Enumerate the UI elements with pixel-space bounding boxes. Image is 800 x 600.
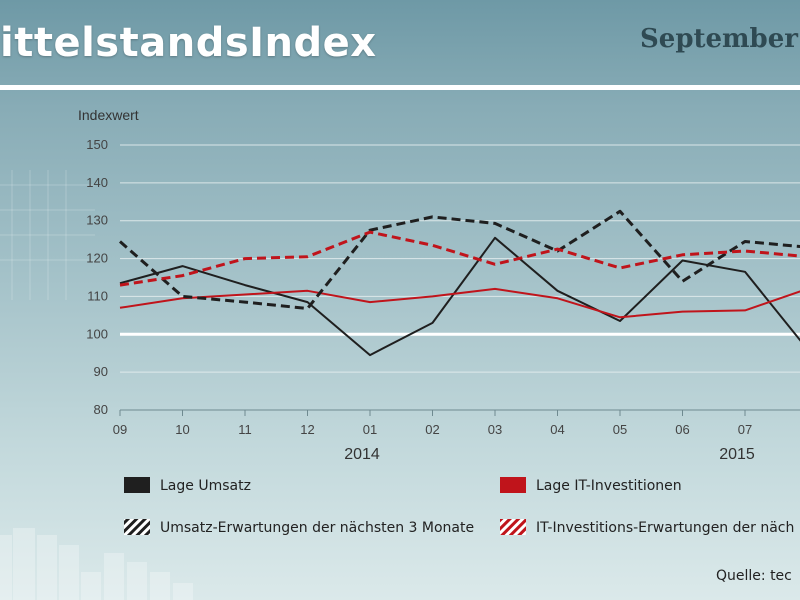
legend-label-3: Umsatz-Erwartungen der nächsten 3 Monate	[160, 520, 474, 536]
legend-label-2: Lage IT-Investitionen	[536, 478, 682, 494]
y-axis-label: Indexwert	[78, 107, 139, 123]
x-tick-label: 01	[363, 422, 377, 437]
series-line-4	[119, 230, 800, 287]
x-tick-label: 03	[488, 422, 502, 437]
x-tick-label: 07	[738, 422, 752, 437]
legend-label-1: Lage Umsatz	[160, 478, 251, 494]
legend-swatch-2	[500, 477, 526, 493]
x-tick-label: 02	[425, 422, 439, 437]
decor-grid	[0, 170, 95, 300]
source-note: Quelle: tec	[716, 568, 792, 584]
y-tick-label: 130	[86, 213, 108, 228]
grid-lines	[120, 144, 800, 373]
legend: Lage Umsatz Lage IT-Investitionen Umsatz-E…	[124, 477, 794, 536]
x-tick-label: 10	[175, 422, 189, 437]
series-lines	[119, 209, 800, 357]
decor-bars	[0, 528, 193, 600]
report-date: September	[640, 24, 798, 54]
y-tick-label: 110	[87, 288, 108, 303]
year-label: 2015	[719, 446, 755, 463]
legend-label-4: IT-Investitions-Erwartungen der näch	[536, 520, 794, 536]
series-line-1	[119, 236, 800, 357]
series-line-2	[119, 287, 800, 319]
y-tick-label: 120	[86, 251, 108, 266]
title-divider	[0, 85, 800, 90]
y-tick-label: 90	[94, 364, 108, 379]
y-tick-label: 140	[86, 175, 108, 190]
x-tick-label: 06	[675, 422, 689, 437]
y-tick-label: 150	[86, 137, 108, 152]
page-title: ittelstandsIndex	[0, 20, 377, 66]
legend-swatch-4	[500, 519, 526, 535]
x-tick-label: 12	[300, 422, 314, 437]
x-tick-label: 05	[613, 422, 627, 437]
y-tick-label: 100	[86, 326, 108, 341]
x-tick-label: 11	[238, 422, 252, 437]
legend-swatch-3	[124, 519, 150, 535]
x-tick-label: 09	[113, 422, 127, 437]
x-tick-label: 04	[550, 422, 564, 437]
legend-swatch-1	[124, 477, 150, 493]
year-label: 2014	[344, 446, 380, 463]
axes: 80 90 100 110 120 130 140 150 09 10 11 12 01 02 03 04 05…	[86, 137, 800, 463]
y-tick-label: 80	[94, 402, 108, 417]
